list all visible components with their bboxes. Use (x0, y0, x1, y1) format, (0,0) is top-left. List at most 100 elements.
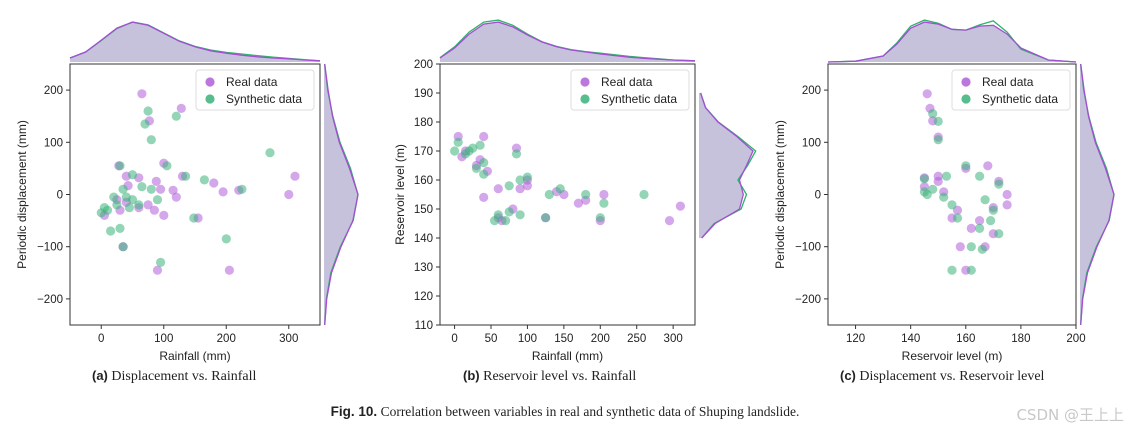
data-point (143, 200, 153, 210)
x-tick-label: 200 (217, 333, 236, 345)
x-tick-label: 0 (451, 333, 457, 345)
data-point (490, 216, 500, 226)
data-point (224, 265, 234, 275)
data-point (555, 184, 565, 194)
x-tick-label: 50 (485, 333, 498, 345)
y-tick-label: 0 (815, 190, 821, 202)
data-point (115, 161, 125, 171)
data-point (99, 203, 109, 213)
data-point (152, 265, 163, 275)
data-point (983, 161, 993, 171)
data-point (664, 216, 675, 226)
legend-box (195, 69, 315, 111)
x-axis-label: Reservoir level (m) (902, 349, 1003, 363)
data-point (511, 149, 522, 159)
data-point (522, 181, 533, 191)
data-point (515, 210, 525, 220)
y-tick-label: 130 (414, 262, 433, 274)
right-kde-fill (324, 64, 358, 325)
legend-marker (961, 77, 971, 87)
data-point (941, 171, 952, 181)
legend-label: Real data (601, 75, 653, 89)
data-point (966, 265, 976, 275)
data-point (149, 205, 159, 215)
panel-a: 0 100 200 300 −200 −100 0 100 200 Rainfall (mm) Pe… (15, 21, 359, 363)
x-tick-label: 100 (154, 333, 173, 345)
data-point (994, 179, 1004, 189)
right-kde-fill (699, 93, 753, 238)
data-point (955, 242, 965, 252)
data-point (118, 184, 128, 194)
top-kde-real-line (827, 21, 1077, 63)
legend-marker (580, 77, 590, 87)
data-point (493, 184, 503, 194)
data-point (515, 184, 525, 194)
top-kde-fill (440, 22, 695, 63)
data-point (453, 137, 463, 147)
watermark: CSDN @王上上 (1016, 406, 1124, 424)
data-point (171, 192, 181, 202)
data-point (221, 234, 231, 244)
data-point (504, 181, 514, 191)
data-point (464, 146, 474, 156)
data-point (159, 210, 169, 220)
top-kde-real-line (439, 21, 696, 62)
data-point (919, 187, 930, 197)
data-point (573, 198, 584, 208)
data-point (109, 192, 119, 202)
data-point (947, 265, 957, 275)
right-kde-real-line (1080, 63, 1115, 326)
data-point (156, 257, 166, 267)
panel-b: 0 50 100 150 200 250 300 110 120 130 140 150 160 170 1… (393, 19, 757, 363)
legend-marker (961, 94, 971, 104)
data-point (975, 171, 985, 181)
legend-marker (205, 77, 215, 87)
data-point (134, 200, 144, 210)
y-tick-label: −200 (37, 294, 63, 306)
data-point (919, 174, 930, 184)
legend-marker (205, 94, 215, 104)
y-tick-label: −100 (795, 242, 821, 254)
x-tick-label: 200 (1066, 333, 1085, 345)
x-tick-label: 180 (1011, 333, 1030, 345)
x-axis-label: Rainfall (mm) (159, 349, 230, 363)
data-point (939, 192, 949, 202)
data-point (479, 192, 489, 202)
data-point (450, 146, 460, 156)
x-axis-label: Rainfall (mm) (532, 349, 603, 363)
data-point (265, 148, 275, 158)
legend-label: Real data (982, 75, 1034, 89)
data-point (952, 213, 963, 223)
figure-canvas: 0 100 200 300 −200 −100 0 100 200 Rainfall (mm) Pe… (15, 19, 1115, 363)
data-point (127, 170, 138, 180)
data-point (544, 189, 554, 200)
y-tick-label: 140 (414, 233, 433, 245)
data-point (947, 200, 957, 210)
y-tick-label: 170 (414, 146, 433, 158)
y-axis-label: Periodic displacement (mm) (773, 120, 787, 269)
data-point (922, 89, 932, 99)
data-point (479, 158, 489, 168)
data-point (1002, 200, 1012, 210)
y-tick-label: −100 (37, 242, 63, 254)
caption-b: (b) Reservoir level vs. Rainfall (463, 368, 637, 384)
data-point (928, 109, 938, 119)
data-point (933, 171, 943, 181)
data-point (181, 171, 191, 181)
caption-a: (a) Displacement vs. Rainfall (92, 368, 257, 384)
y-tick-label: 200 (44, 85, 63, 97)
data-point (127, 195, 138, 205)
right-kde-real-line (324, 63, 359, 326)
legend-box (570, 69, 690, 111)
data-point (988, 205, 998, 215)
data-point (284, 189, 294, 200)
data-point (961, 161, 971, 171)
y-axis-label: Periodic displacement (mm) (15, 120, 29, 269)
right-kde-real-line (699, 92, 754, 239)
x-tick-label: 100 (518, 333, 537, 345)
x-tick-label: 160 (956, 333, 975, 345)
data-point (124, 203, 134, 213)
y-tick-label: 150 (414, 204, 433, 216)
data-point (933, 135, 943, 145)
data-point (479, 131, 489, 142)
